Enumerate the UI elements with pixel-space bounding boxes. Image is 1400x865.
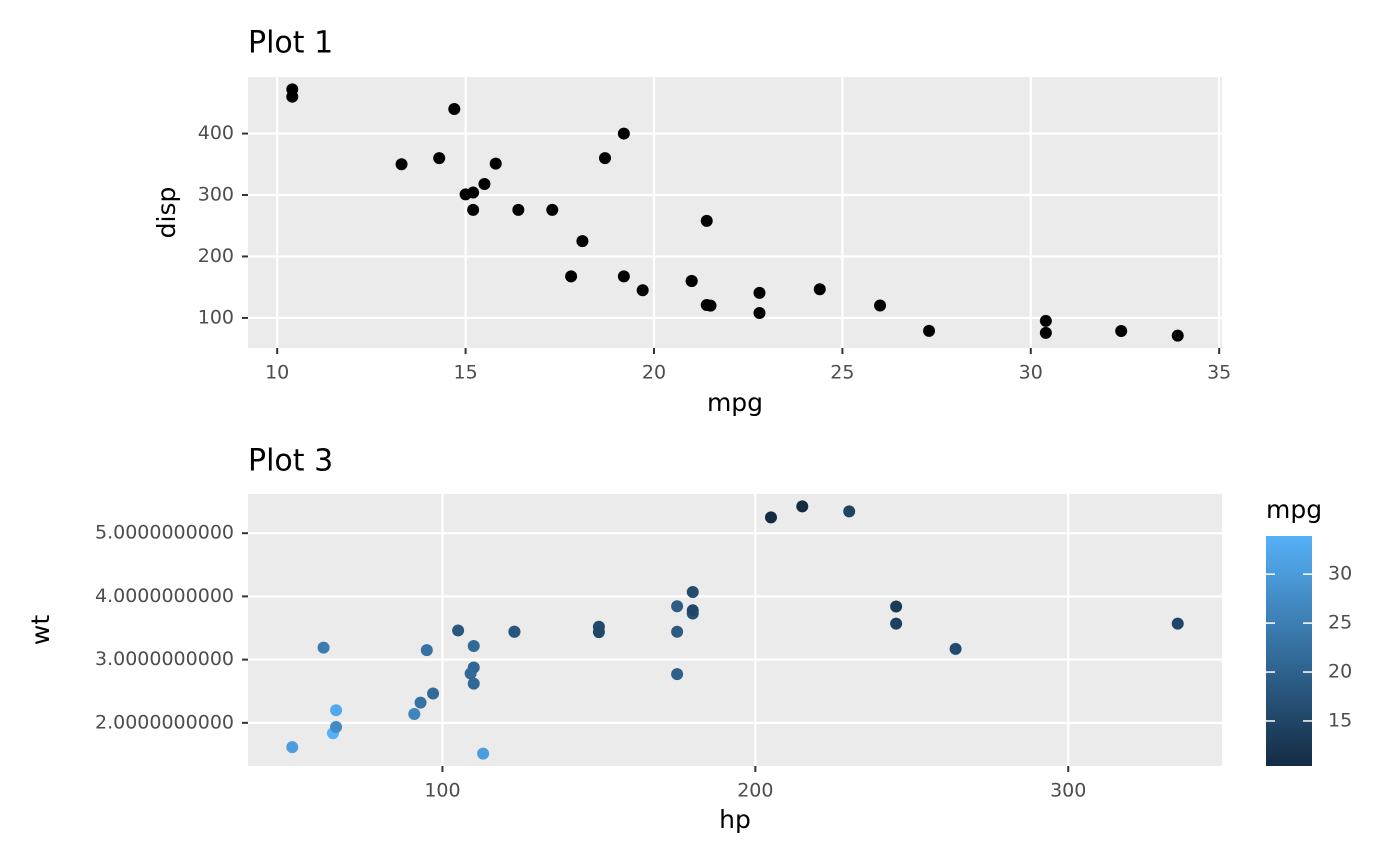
- point: [408, 707, 421, 720]
- point: [890, 617, 903, 630]
- x-tick-label: 15: [454, 362, 478, 384]
- point: [414, 696, 427, 709]
- point: [330, 720, 343, 733]
- point: [427, 687, 440, 700]
- point: [671, 668, 684, 681]
- point: [874, 299, 887, 312]
- point: [1171, 617, 1184, 630]
- point: [1115, 325, 1128, 338]
- panel-background: [248, 77, 1222, 348]
- y-tick-label: 300: [198, 184, 234, 206]
- point: [764, 511, 777, 524]
- colorbar-label: 20: [1328, 661, 1352, 683]
- point: [467, 640, 480, 653]
- point: [433, 152, 446, 165]
- y-axis-label: wt: [26, 615, 55, 645]
- y-tick-label: 100: [198, 306, 234, 328]
- x-tick-label: 30: [1019, 362, 1043, 384]
- point: [546, 203, 559, 216]
- point: [700, 214, 713, 227]
- point: [478, 177, 491, 190]
- point: [1039, 326, 1052, 339]
- point: [636, 284, 649, 297]
- y-tick-label: 5.0000000000: [95, 522, 234, 544]
- y-tick-label: 200: [198, 245, 234, 267]
- point: [489, 157, 502, 170]
- legend-title: mpg: [1266, 495, 1322, 524]
- point: [565, 270, 578, 283]
- point: [286, 90, 299, 103]
- point: [448, 102, 461, 115]
- point: [671, 625, 684, 638]
- point: [617, 127, 630, 140]
- point: [890, 600, 903, 613]
- y-axis-label: disp: [152, 187, 181, 239]
- colorbar-label: 25: [1328, 612, 1352, 634]
- point: [796, 500, 809, 513]
- x-tick-label: 35: [1207, 362, 1231, 384]
- point: [753, 286, 766, 299]
- point: [452, 624, 465, 637]
- x-tick-label: 25: [830, 362, 854, 384]
- point: [753, 307, 766, 320]
- y-tick-label: 2.0000000000: [95, 711, 234, 733]
- point: [512, 203, 525, 216]
- point: [685, 275, 698, 288]
- point: [420, 644, 433, 657]
- y-tick-label: 3.0000000000: [95, 648, 234, 670]
- x-tick-label: 10: [265, 362, 289, 384]
- point: [508, 625, 521, 638]
- x-axis-label: mpg: [707, 388, 763, 417]
- point: [459, 188, 472, 201]
- point: [395, 158, 408, 171]
- x-tick-label: 200: [737, 780, 773, 802]
- point: [317, 641, 330, 654]
- point: [700, 299, 713, 312]
- point: [1171, 329, 1184, 342]
- point: [843, 505, 856, 518]
- chart-title: Plot 1: [248, 26, 333, 61]
- x-axis-label: hp: [719, 805, 751, 834]
- x-tick-label: 20: [642, 362, 666, 384]
- panel-background: [248, 494, 1222, 766]
- point: [686, 585, 699, 598]
- y-tick-label: 4.0000000000: [95, 585, 234, 607]
- x-tick-label: 300: [1050, 780, 1086, 802]
- point: [599, 152, 612, 165]
- point: [467, 677, 480, 690]
- colorbar: [1266, 536, 1312, 766]
- colorbar-label: 15: [1328, 709, 1352, 731]
- point: [671, 600, 684, 613]
- point: [576, 235, 589, 248]
- point: [923, 324, 936, 337]
- point: [686, 604, 699, 617]
- point: [592, 626, 605, 639]
- x-tick-label: 100: [424, 780, 460, 802]
- point: [949, 642, 962, 655]
- point: [477, 747, 490, 760]
- point: [813, 283, 826, 296]
- y-tick-label: 400: [198, 122, 234, 144]
- point: [286, 741, 299, 754]
- point: [330, 704, 343, 717]
- colorbar-label: 30: [1328, 563, 1352, 585]
- chart-title: Plot 3: [248, 444, 333, 479]
- point: [467, 203, 480, 216]
- point: [1039, 314, 1052, 327]
- point: [617, 270, 630, 283]
- point: [464, 667, 477, 680]
